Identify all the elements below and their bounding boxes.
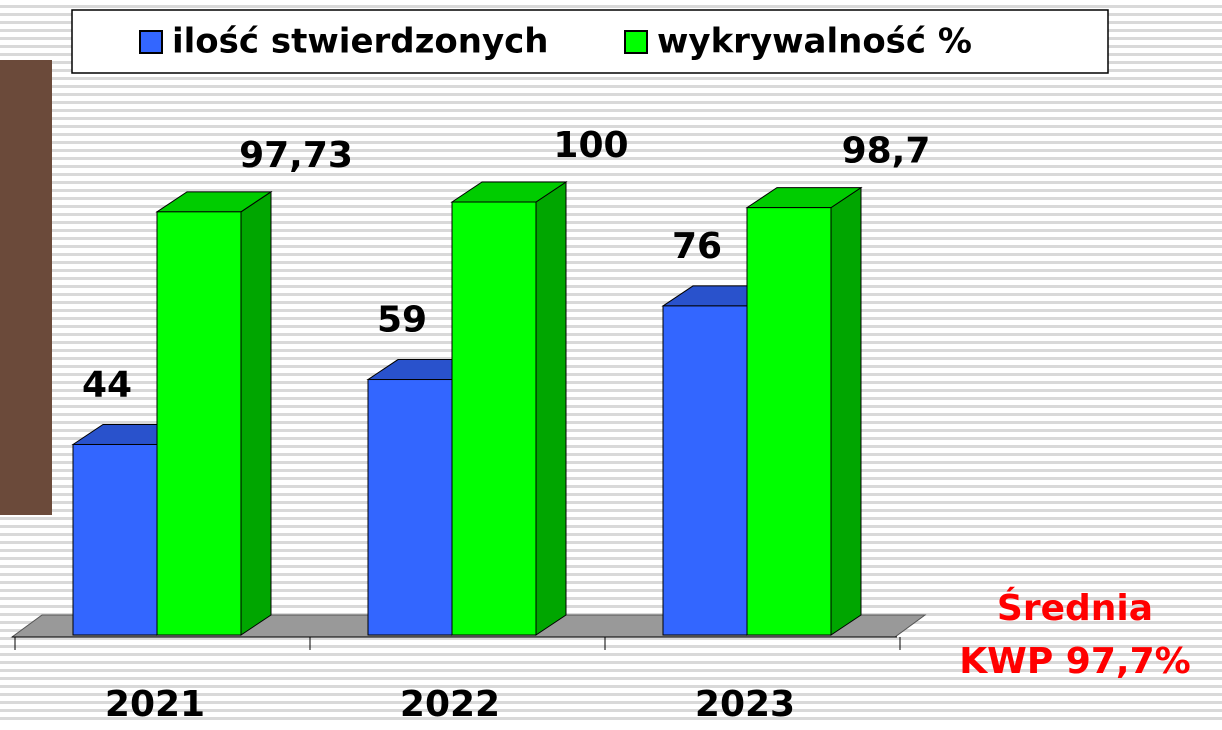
bar-side xyxy=(240,190,272,636)
bar-front xyxy=(451,201,537,636)
annotation: Średnia xyxy=(997,587,1153,629)
value-label: 76 xyxy=(672,226,722,267)
value-label: 59 xyxy=(377,300,427,341)
x-tick-label: 2021 xyxy=(105,684,205,725)
bar-side xyxy=(535,181,567,636)
legend-swatch xyxy=(624,30,648,54)
bar-front xyxy=(367,379,453,636)
value-label: 97,73 xyxy=(239,135,353,176)
bar-front xyxy=(156,211,242,636)
bar xyxy=(450,181,568,636)
x-tick-label: 2022 xyxy=(400,684,500,725)
legend-label: ilość stwierdzonych xyxy=(172,22,549,62)
annotation: KWP 97,7% xyxy=(959,641,1190,682)
x-tick-label: 2023 xyxy=(695,684,795,725)
bar xyxy=(745,186,863,636)
legend-label: wykrywalność % xyxy=(657,22,972,62)
bar-side xyxy=(830,186,862,636)
legend xyxy=(71,9,1109,74)
photo xyxy=(0,60,52,515)
bar-front xyxy=(746,207,832,636)
value-label: 98,7 xyxy=(842,131,931,172)
value-label: 100 xyxy=(553,125,628,166)
bar-front xyxy=(662,305,748,636)
bar-front xyxy=(72,443,158,636)
legend-swatch xyxy=(139,30,163,54)
value-label: 44 xyxy=(82,364,132,405)
bar xyxy=(155,190,273,636)
